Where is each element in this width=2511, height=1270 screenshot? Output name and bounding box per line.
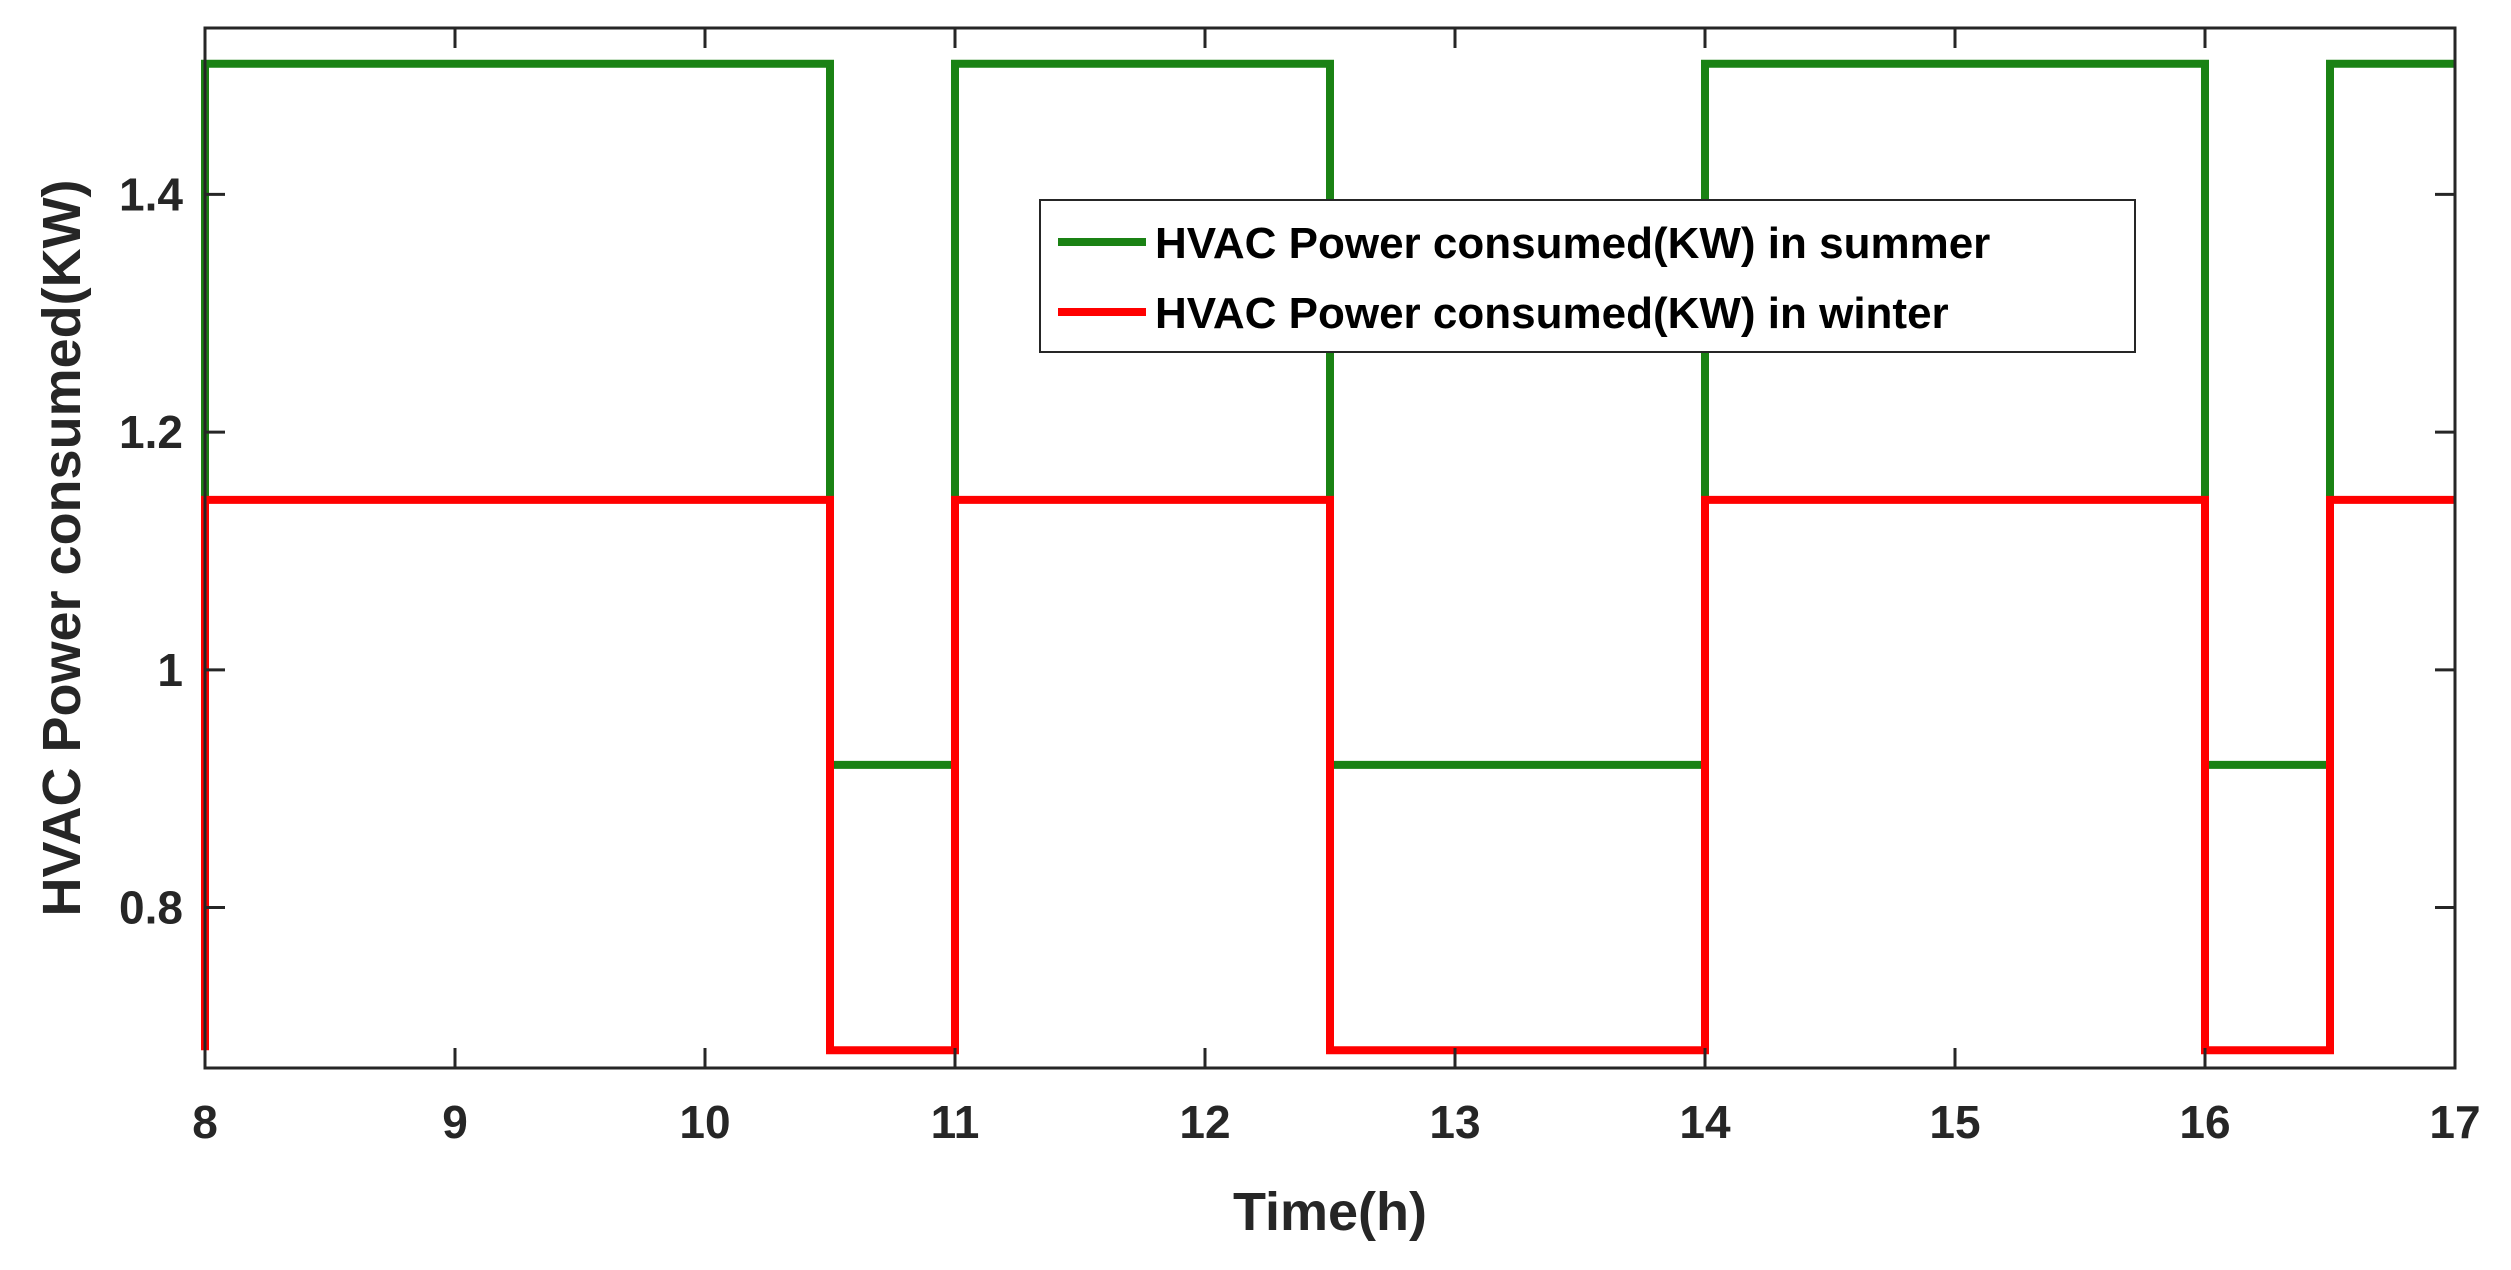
x-tick-label: 17 — [2429, 1096, 2480, 1148]
series-line-winter — [201, 495, 2455, 1055]
x-tick-label: 13 — [1429, 1096, 1480, 1148]
legend-box — [1039, 199, 2136, 353]
y-tick-label: 1 — [157, 644, 183, 696]
x-axis-title: Time(h) — [1233, 1182, 1427, 1242]
x-tick-label: 8 — [192, 1096, 218, 1148]
legend-label-winter: HVAC Power consumed(KW) in winter — [1155, 289, 1949, 338]
y-tick-label: 0.8 — [119, 882, 183, 934]
y-tick-label: 1.2 — [119, 406, 183, 458]
x-tick-label: 16 — [2179, 1096, 2230, 1148]
x-axis-ticks: 8 9 10 11 12 13 14 15 16 17 — [192, 28, 2481, 1148]
legend: HVAC Power consumed(KW) in summer HVAC P… — [1039, 199, 2136, 353]
y-tick-label: 1.4 — [119, 168, 183, 220]
y-axis-ticks: 0.8 1 1.2 1.4 — [119, 168, 2455, 934]
legend-label-summer: HVAC Power consumed(KW) in summer — [1155, 219, 1990, 268]
x-tick-label: 15 — [1929, 1096, 1980, 1148]
series-layer — [201, 59, 2455, 1055]
axes-box — [203, 26, 2457, 1070]
y-axis-title: HVAC Power consumed(KW) — [32, 179, 92, 916]
x-tick-label: 12 — [1179, 1096, 1230, 1148]
x-tick-label: 10 — [679, 1096, 730, 1148]
x-tick-label: 11 — [931, 1096, 980, 1148]
x-tick-label: 9 — [442, 1096, 468, 1148]
x-tick-label: 14 — [1679, 1096, 1731, 1148]
